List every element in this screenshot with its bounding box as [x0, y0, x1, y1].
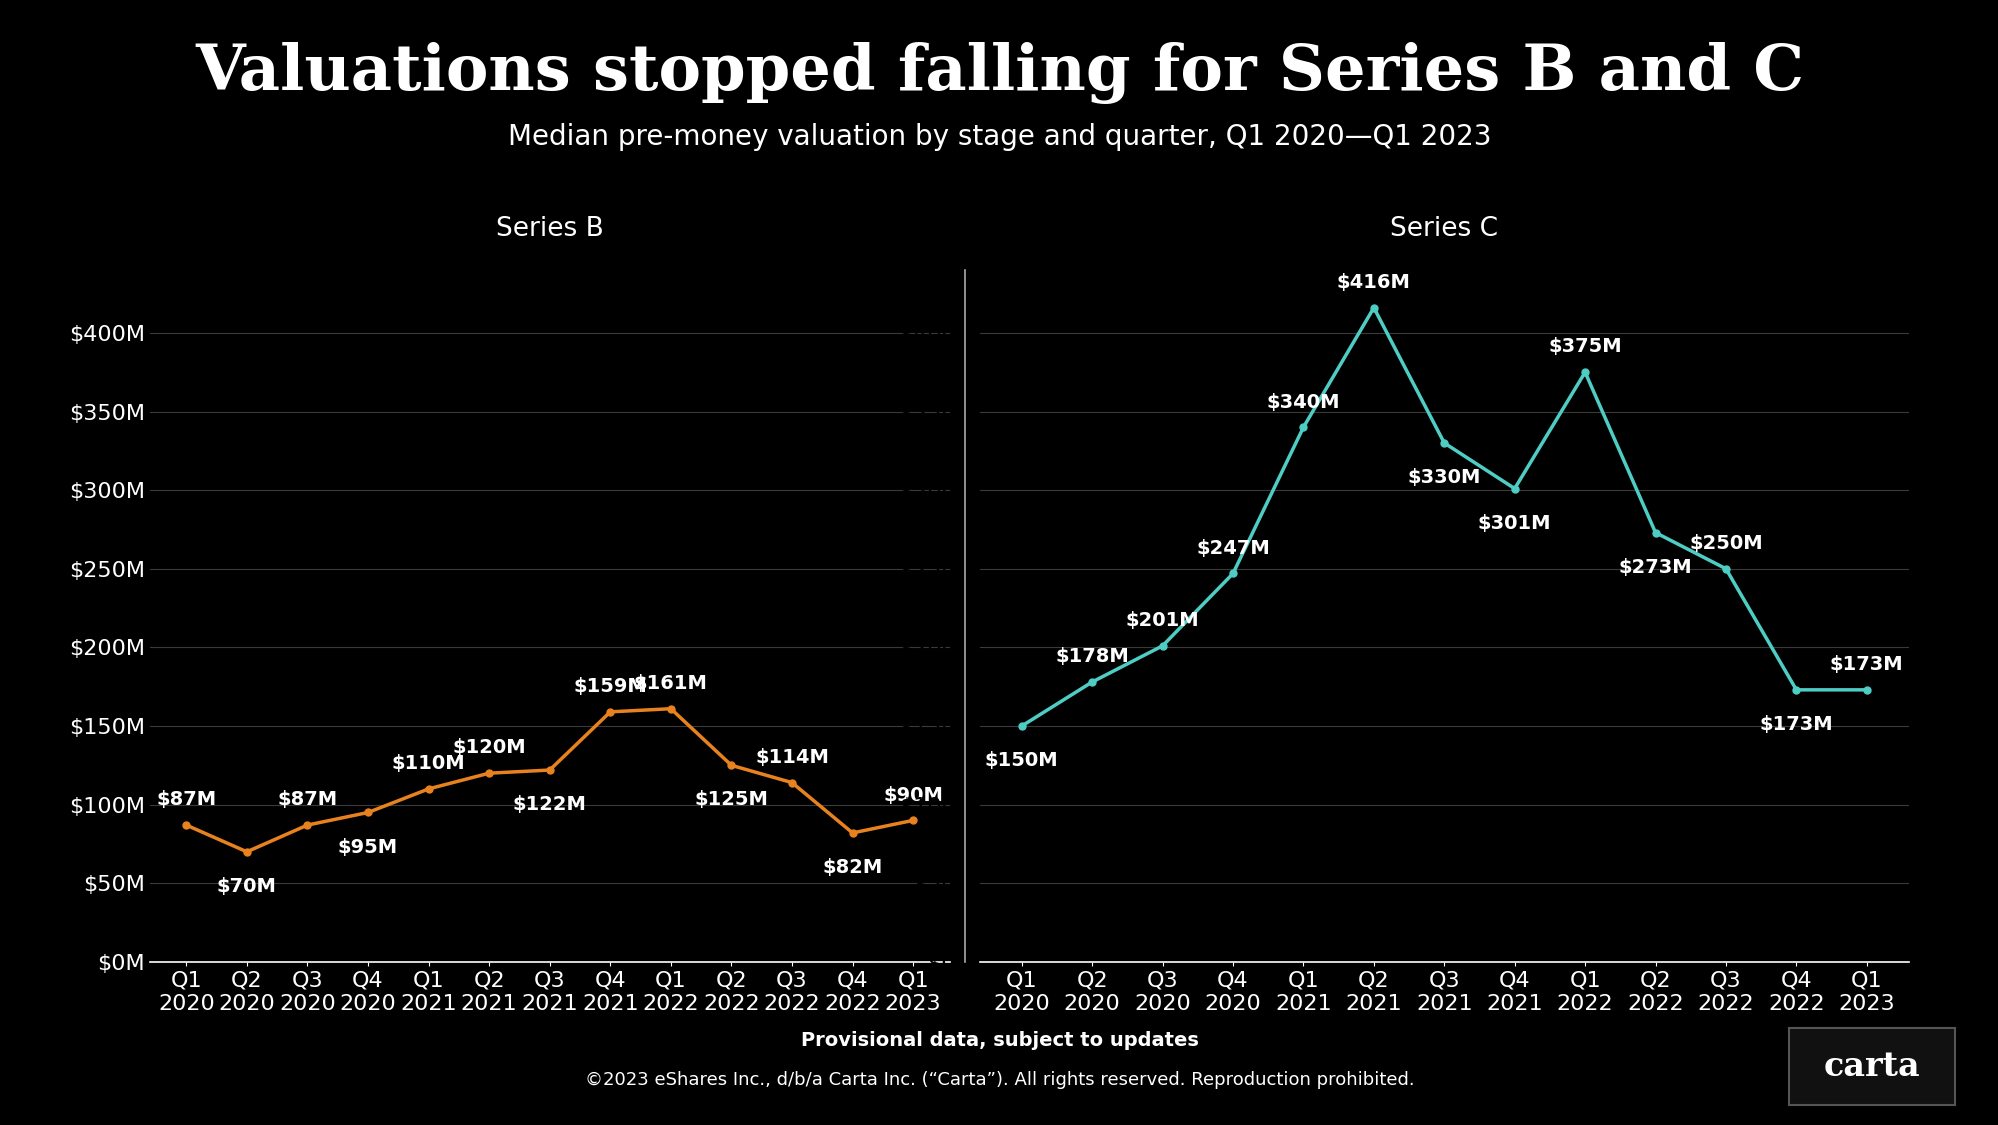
Text: $150M: $150M	[985, 752, 1059, 771]
Text: $70M: $70M	[218, 878, 276, 896]
Text: $110M: $110M	[392, 754, 466, 773]
Text: $301M: $301M	[1477, 514, 1550, 533]
Text: $95M: $95M	[338, 838, 398, 856]
Text: $161M: $161M	[633, 674, 707, 693]
Text: $178M: $178M	[1055, 647, 1129, 666]
Text: $90M: $90M	[883, 785, 943, 804]
Text: $247M: $247M	[1195, 539, 1269, 558]
Text: Series C: Series C	[1389, 216, 1498, 242]
Text: $87M: $87M	[156, 791, 216, 809]
Text: $82M: $82M	[821, 858, 883, 878]
Text: $173M: $173M	[1828, 655, 1902, 674]
Text: $173M: $173M	[1758, 716, 1832, 734]
Text: carta: carta	[1822, 1050, 1920, 1083]
Text: Valuations stopped falling for Series B and C: Valuations stopped falling for Series B …	[196, 42, 1802, 105]
Text: $375M: $375M	[1548, 338, 1620, 357]
Text: Median pre-money valuation by stage and quarter, Q1 2020—Q1 2023: Median pre-money valuation by stage and …	[507, 124, 1491, 151]
Text: $120M: $120M	[452, 738, 525, 757]
Text: $250M: $250M	[1688, 534, 1762, 554]
Text: Series B: Series B	[496, 216, 603, 242]
Text: $122M: $122M	[513, 795, 585, 814]
Text: $273M: $273M	[1618, 558, 1692, 577]
Text: $114M: $114M	[755, 748, 829, 767]
Text: Provisional data, subject to updates: Provisional data, subject to updates	[799, 1032, 1199, 1050]
Text: $125M: $125M	[693, 791, 767, 810]
Text: $330M: $330M	[1407, 468, 1481, 487]
Text: $201M: $201M	[1125, 611, 1199, 630]
Text: $416M: $416M	[1337, 273, 1411, 292]
Text: $340M: $340M	[1267, 393, 1339, 412]
Text: $159M: $159M	[573, 677, 647, 696]
Text: $87M: $87M	[278, 791, 338, 809]
Text: ©2023 eShares Inc., d/b/a Carta Inc. (“Carta”). All rights reserved. Reproductio: ©2023 eShares Inc., d/b/a Carta Inc. (“C…	[583, 1071, 1415, 1089]
